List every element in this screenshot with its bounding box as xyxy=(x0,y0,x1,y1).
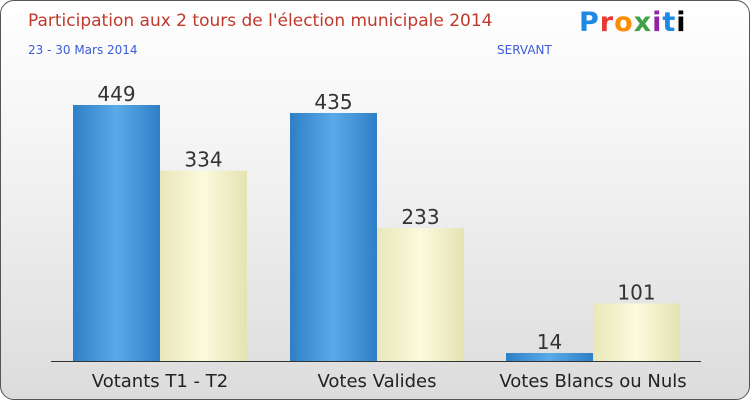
bar-1-0 xyxy=(73,105,160,361)
category-label: Votants T1 - T2 xyxy=(92,371,228,392)
bar-value-label: 14 xyxy=(537,330,562,354)
logo-letter: P xyxy=(579,7,600,38)
bar-2-1 xyxy=(377,228,464,361)
logo-letter: t xyxy=(662,7,677,38)
chart-title: Participation aux 2 tours de l'élection … xyxy=(28,11,493,31)
bar-value-label: 449 xyxy=(97,82,135,106)
logo-letter: x xyxy=(633,7,653,38)
bar-2-0 xyxy=(160,170,247,361)
chart-subtitle: 23 - 30 Mars 2014 xyxy=(28,43,138,57)
bar-value-label: 334 xyxy=(184,148,222,172)
logo-letter: i xyxy=(652,7,663,38)
logo-letter: i xyxy=(676,7,687,38)
bar-value-label: 435 xyxy=(314,90,352,114)
bar-2-2 xyxy=(593,303,680,361)
bar-1-2 xyxy=(506,353,593,361)
location-label: SERVANT xyxy=(497,43,552,57)
bar-1-1 xyxy=(290,112,377,362)
logo-letter: o xyxy=(614,7,634,38)
bar-value-label: 233 xyxy=(401,205,439,229)
logo-letter: r xyxy=(599,7,615,38)
category-label: Votes Blancs ou Nuls xyxy=(499,371,686,392)
proxiti-logo: Proxiti xyxy=(579,7,687,38)
bar-value-label: 101 xyxy=(617,280,655,304)
category-label: Votes Valides xyxy=(318,371,437,392)
